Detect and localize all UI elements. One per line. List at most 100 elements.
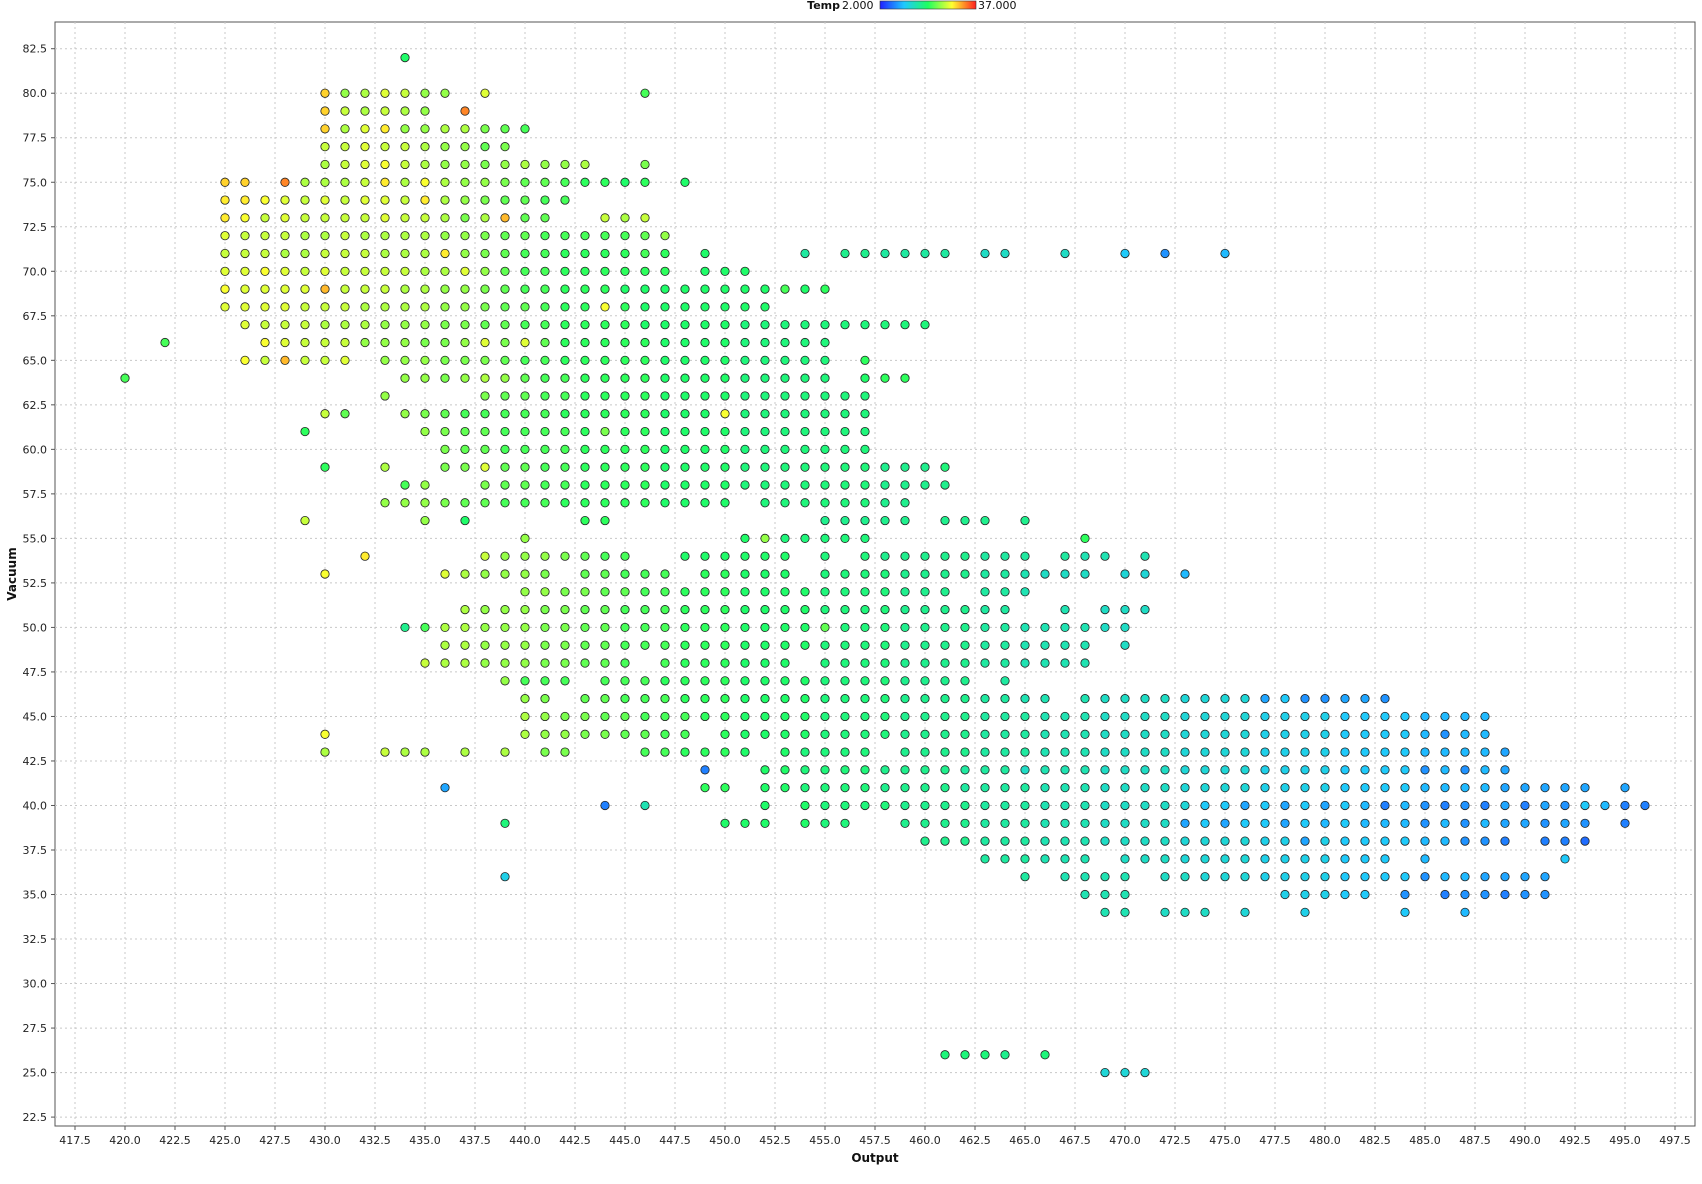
scatter-point — [220, 177, 230, 187]
scatter-point — [620, 177, 630, 187]
y-tick-label: 77.5 — [23, 132, 48, 145]
scatter-point — [740, 355, 750, 365]
scatter-point — [680, 337, 690, 348]
scatter-point — [420, 498, 430, 508]
y-tick-label: 47.5 — [23, 666, 48, 679]
scatter-point — [1080, 694, 1090, 704]
scatter-point — [380, 747, 390, 757]
scatter-point — [780, 426, 790, 437]
scatter-point — [1020, 569, 1030, 579]
scatter-point — [1360, 854, 1370, 864]
x-tick-label: 497.5 — [1659, 1134, 1691, 1147]
scatter-point — [480, 231, 490, 241]
scatter-point — [580, 231, 590, 241]
scatter-point — [500, 248, 510, 259]
scatter-point — [1120, 800, 1130, 811]
scatter-point — [480, 640, 490, 650]
scatter-point — [820, 462, 830, 472]
scatter-point — [380, 124, 390, 134]
scatter-point — [1020, 551, 1030, 561]
scatter-point — [760, 711, 770, 722]
scatter-point — [1380, 854, 1390, 864]
scatter-point — [660, 426, 670, 437]
scatter-point — [1380, 800, 1390, 811]
x-tick-label: 437.5 — [459, 1134, 491, 1147]
scatter-point — [1260, 872, 1270, 882]
scatter-point — [780, 765, 790, 775]
scatter-point — [340, 248, 350, 259]
scatter-point — [880, 320, 890, 330]
scatter-point — [820, 694, 830, 704]
scatter-point — [900, 248, 910, 259]
scatter-point — [260, 195, 270, 205]
scatter-point — [1420, 854, 1430, 864]
scatter-point — [1140, 747, 1150, 757]
scatter-point — [260, 355, 270, 365]
scatter-point — [800, 444, 810, 454]
scatter-point — [520, 569, 530, 579]
scatter-point — [1200, 818, 1210, 828]
scatter-point — [820, 640, 830, 650]
scatter-point — [1560, 818, 1570, 828]
scatter-point — [260, 302, 270, 312]
scatter-point — [700, 783, 710, 793]
scatter-point — [160, 337, 170, 348]
scatter-point — [500, 231, 510, 241]
scatter-point — [680, 373, 690, 383]
scatter-point — [620, 462, 630, 472]
scatter-point — [440, 783, 450, 793]
scatter-point — [720, 480, 730, 490]
scatter-point — [840, 462, 850, 472]
scatter-point — [600, 266, 610, 276]
scatter-point — [1260, 711, 1270, 722]
scatter-point — [320, 409, 330, 419]
scatter-point — [460, 142, 470, 152]
scatter-point — [580, 551, 590, 561]
scatter-point — [880, 498, 890, 508]
scatter-point — [540, 605, 550, 615]
scatter-point — [720, 337, 730, 348]
scatter-point — [420, 142, 430, 152]
scatter-point — [1540, 872, 1550, 882]
scatter-point — [500, 498, 510, 508]
scatter-point — [460, 248, 470, 259]
x-tick-label: 457.5 — [859, 1134, 891, 1147]
scatter-point — [640, 177, 650, 187]
scatter-point — [380, 266, 390, 276]
scatter-point — [580, 159, 590, 170]
scatter-point — [1160, 783, 1170, 793]
x-tick-label: 485.0 — [1409, 1134, 1441, 1147]
scatter-point — [1100, 765, 1110, 775]
scatter-point — [920, 587, 930, 597]
scatter-point — [1360, 800, 1370, 811]
scatter-point — [1200, 783, 1210, 793]
scatter-point — [280, 302, 290, 312]
scatter-point — [1240, 783, 1250, 793]
scatter-point — [1060, 640, 1070, 650]
scatter-point — [1020, 622, 1030, 633]
scatter-point — [1220, 694, 1230, 704]
scatter-point — [1100, 800, 1110, 811]
scatter-point — [640, 355, 650, 365]
scatter-point — [1000, 569, 1010, 579]
scatter-point — [340, 88, 350, 98]
scatter-point — [1460, 783, 1470, 793]
scatter-point — [520, 284, 530, 294]
scatter-point — [780, 551, 790, 561]
scatter-point — [840, 569, 850, 579]
scatter-point — [1300, 889, 1310, 900]
scatter-point — [780, 337, 790, 348]
scatter-point — [1420, 872, 1430, 882]
scatter-point — [600, 676, 610, 686]
scatter-point — [700, 266, 710, 276]
scatter-point — [860, 587, 870, 597]
scatter-point — [320, 195, 330, 205]
scatter-point — [860, 373, 870, 383]
scatter-point — [1500, 747, 1510, 757]
scatter-point — [1560, 783, 1570, 793]
scatter-point — [960, 658, 970, 668]
scatter-point — [1360, 711, 1370, 722]
scatter-point — [1000, 729, 1010, 739]
scatter-point — [320, 569, 330, 579]
